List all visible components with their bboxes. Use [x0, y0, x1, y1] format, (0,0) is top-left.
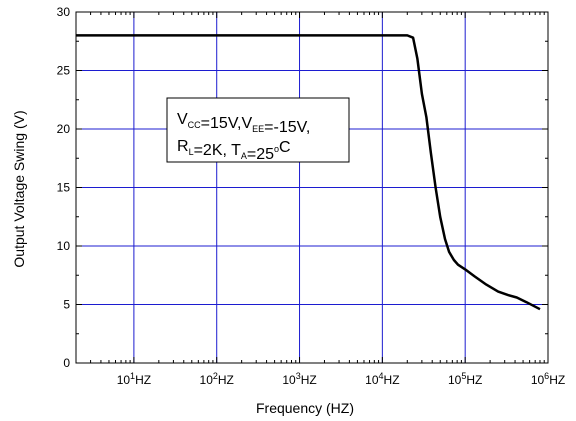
y-tick-label: 20	[57, 122, 71, 136]
x-tick-label: 104HZ	[365, 371, 399, 387]
annotation-line-2: RL=2K, TA=25oC	[177, 138, 291, 163]
x-tick-label: 102HZ	[200, 371, 234, 387]
annotation-line-1: VCC=15V,VEE=-15V,	[177, 111, 310, 136]
x-tick-label: 101HZ	[117, 371, 151, 387]
y-tick-label: 25	[57, 64, 71, 78]
axis-ticks: 0 5 10 15 20 25 30 101HZ 102HZ 103HZ 104HZ 105HZ 106…	[57, 5, 566, 387]
annotation-box: VCC=15V,VEE=-15V,RL=2K, TA=25oC	[166, 97, 350, 163]
y-tick-label: 15	[57, 181, 71, 195]
y-tick-label: 0	[63, 356, 70, 370]
annotation-frame	[166, 97, 350, 163]
grid	[76, 12, 548, 363]
y-tick-label: 10	[57, 239, 71, 253]
series-line-0	[76, 34, 541, 311]
x-tick-label: 105HZ	[448, 371, 482, 387]
y-tick-label: 30	[57, 5, 71, 19]
x-tick-label: 103HZ	[282, 371, 316, 387]
x-axis-label: Frequency (HZ)	[256, 400, 354, 416]
y-axis-label: Output Voltage Swing (V)	[11, 110, 27, 267]
x-tick-label: 106HZ	[531, 371, 565, 387]
series-layer	[76, 34, 541, 311]
y-tick-label: 5	[63, 298, 70, 312]
